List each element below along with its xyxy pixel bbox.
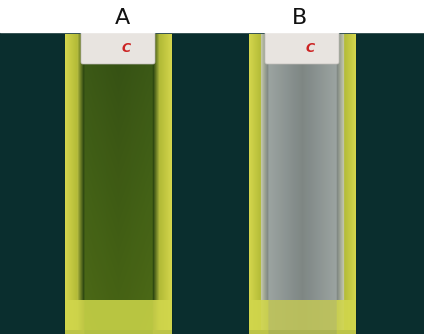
Text: A: A xyxy=(114,8,130,28)
FancyBboxPatch shape xyxy=(265,30,339,64)
Bar xyxy=(0,0,424,32)
Text: C: C xyxy=(305,41,315,54)
Text: B: B xyxy=(293,8,308,28)
FancyBboxPatch shape xyxy=(81,30,155,64)
Text: C: C xyxy=(121,41,131,54)
